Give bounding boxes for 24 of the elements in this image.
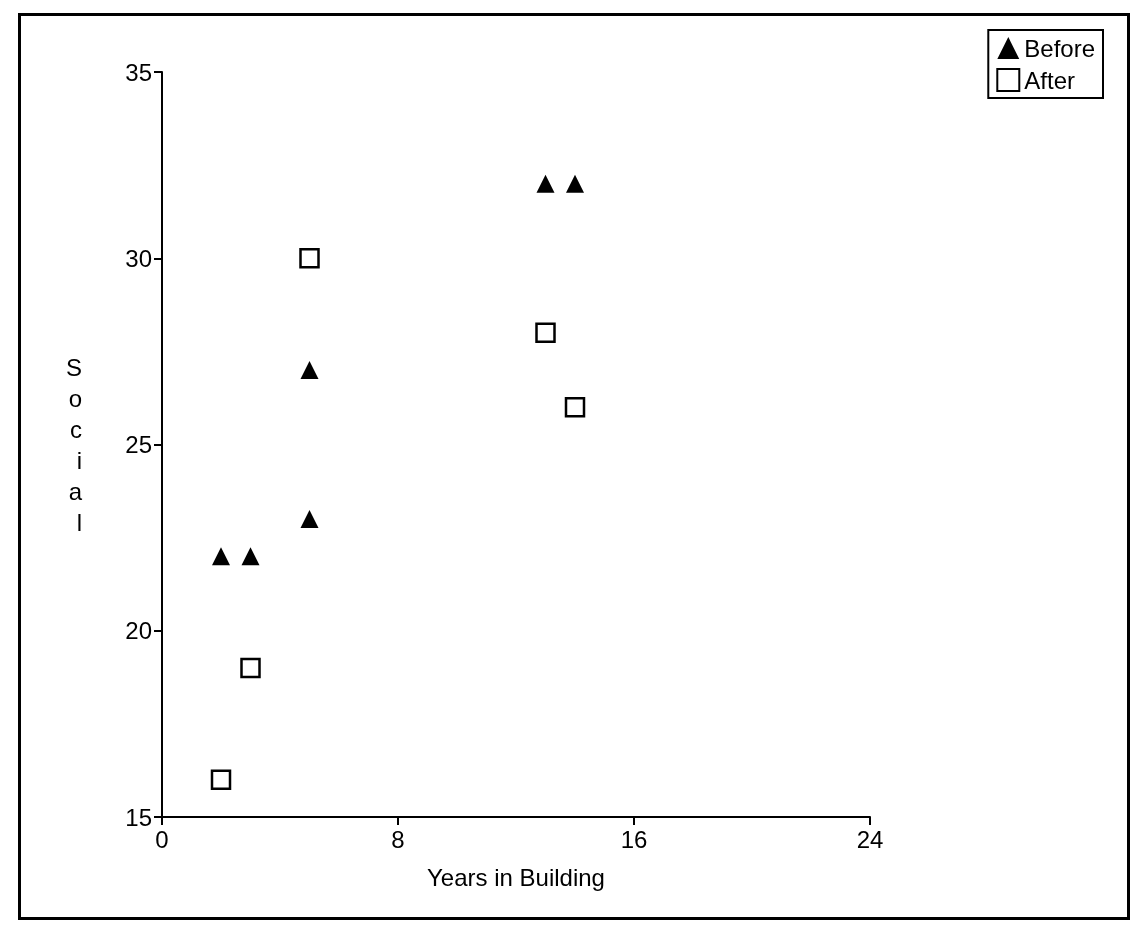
point <box>300 510 319 528</box>
x-tick-label: 24 <box>856 825 884 853</box>
point <box>566 174 584 193</box>
y-tick-label: 25 <box>125 431 152 458</box>
legend-label: Before <box>1024 34 1096 62</box>
x-axis-title: Years in Building <box>427 864 605 891</box>
x-tick-label: 16 <box>620 825 648 853</box>
point <box>212 547 230 566</box>
point <box>210 769 232 790</box>
point <box>536 174 555 193</box>
point <box>240 657 261 679</box>
point <box>300 361 319 379</box>
y-tick-label: 30 <box>125 244 152 272</box>
y-axis-title: Social <box>65 353 83 536</box>
point <box>299 248 320 269</box>
y-tick-label: 20 <box>125 617 152 645</box>
point <box>535 322 556 343</box>
point <box>241 547 260 566</box>
x-tick-label: 0 <box>155 825 169 853</box>
point <box>564 397 586 418</box>
y-tick-label: 35 <box>125 58 152 86</box>
x-tick-label: 8 <box>391 825 405 853</box>
y-tick-label: 15 <box>125 803 152 831</box>
legend-label: After <box>1024 66 1075 94</box>
